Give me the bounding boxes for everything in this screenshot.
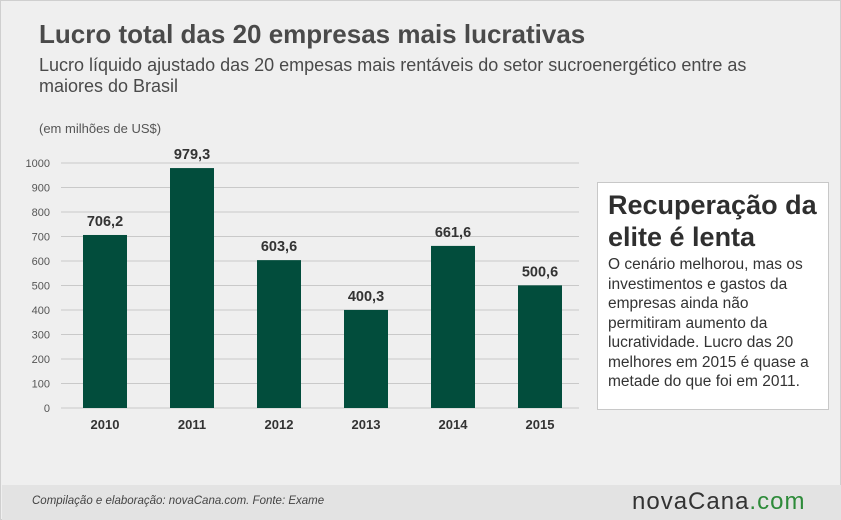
- logo-text-domain: .com: [749, 488, 806, 515]
- callout-text: O cenário melhorou, mas os investimentos…: [608, 256, 809, 390]
- callout-title: Recuperação da elite é lenta: [608, 190, 817, 252]
- bar-value-label: 400,3: [348, 289, 384, 305]
- bar-value-label: 661,6: [435, 225, 471, 241]
- bar: [170, 168, 214, 408]
- y-tick-label: 400: [32, 305, 50, 317]
- bar: [257, 260, 301, 408]
- bar-value-label: 706,2: [87, 214, 123, 230]
- y-tick-label: 600: [32, 256, 50, 268]
- callout-box: Recuperação da elite é lenta O cenário m…: [597, 182, 829, 410]
- y-tick-label: 200: [32, 354, 50, 366]
- bar: [83, 234, 127, 408]
- chart-subtitle: Lucro líquido ajustado das 20 empesas ma…: [39, 55, 747, 96]
- x-tick-label: 2010: [91, 417, 120, 432]
- bar: [344, 309, 388, 408]
- novacana-logo: novaCana.com: [632, 488, 805, 516]
- bar-value-label: 979,3: [174, 147, 210, 163]
- logo-text-main: novaCana: [632, 488, 750, 515]
- y-tick-label: 800: [32, 207, 50, 219]
- y-tick-label: 100: [32, 379, 50, 391]
- y-tick-label: 500: [32, 281, 50, 293]
- footer-bar: Compilação e elaboração: novaCana.com. F…: [2, 485, 841, 520]
- source-note: Compilação e elaboração: novaCana.com. F…: [32, 495, 325, 507]
- y-tick-label: 300: [32, 330, 50, 342]
- bar-value-label: 603,6: [261, 239, 297, 255]
- bar-value-label: 500,6: [522, 264, 558, 280]
- bar: [431, 245, 475, 408]
- y-tick-label: 0: [44, 403, 50, 415]
- x-tick-label: 2014: [439, 417, 469, 432]
- y-tick-label: 700: [32, 232, 50, 244]
- x-tick-label: 2012: [265, 417, 294, 432]
- x-tick-label: 2011: [178, 417, 206, 432]
- y-tick-label: 1000: [26, 158, 50, 170]
- x-tick-label: 2013: [352, 417, 381, 432]
- chart-title: Lucro total das 20 empresas mais lucrati…: [39, 19, 586, 49]
- bar-chart: 0 100 200 300 400 500 600 700 800 900 1000 706,2 201…: [26, 147, 579, 432]
- x-tick-label: 2015: [526, 417, 555, 432]
- bar: [518, 285, 562, 408]
- y-tick-label: 900: [32, 183, 50, 195]
- unit-label: (em milhões de US$): [39, 121, 162, 136]
